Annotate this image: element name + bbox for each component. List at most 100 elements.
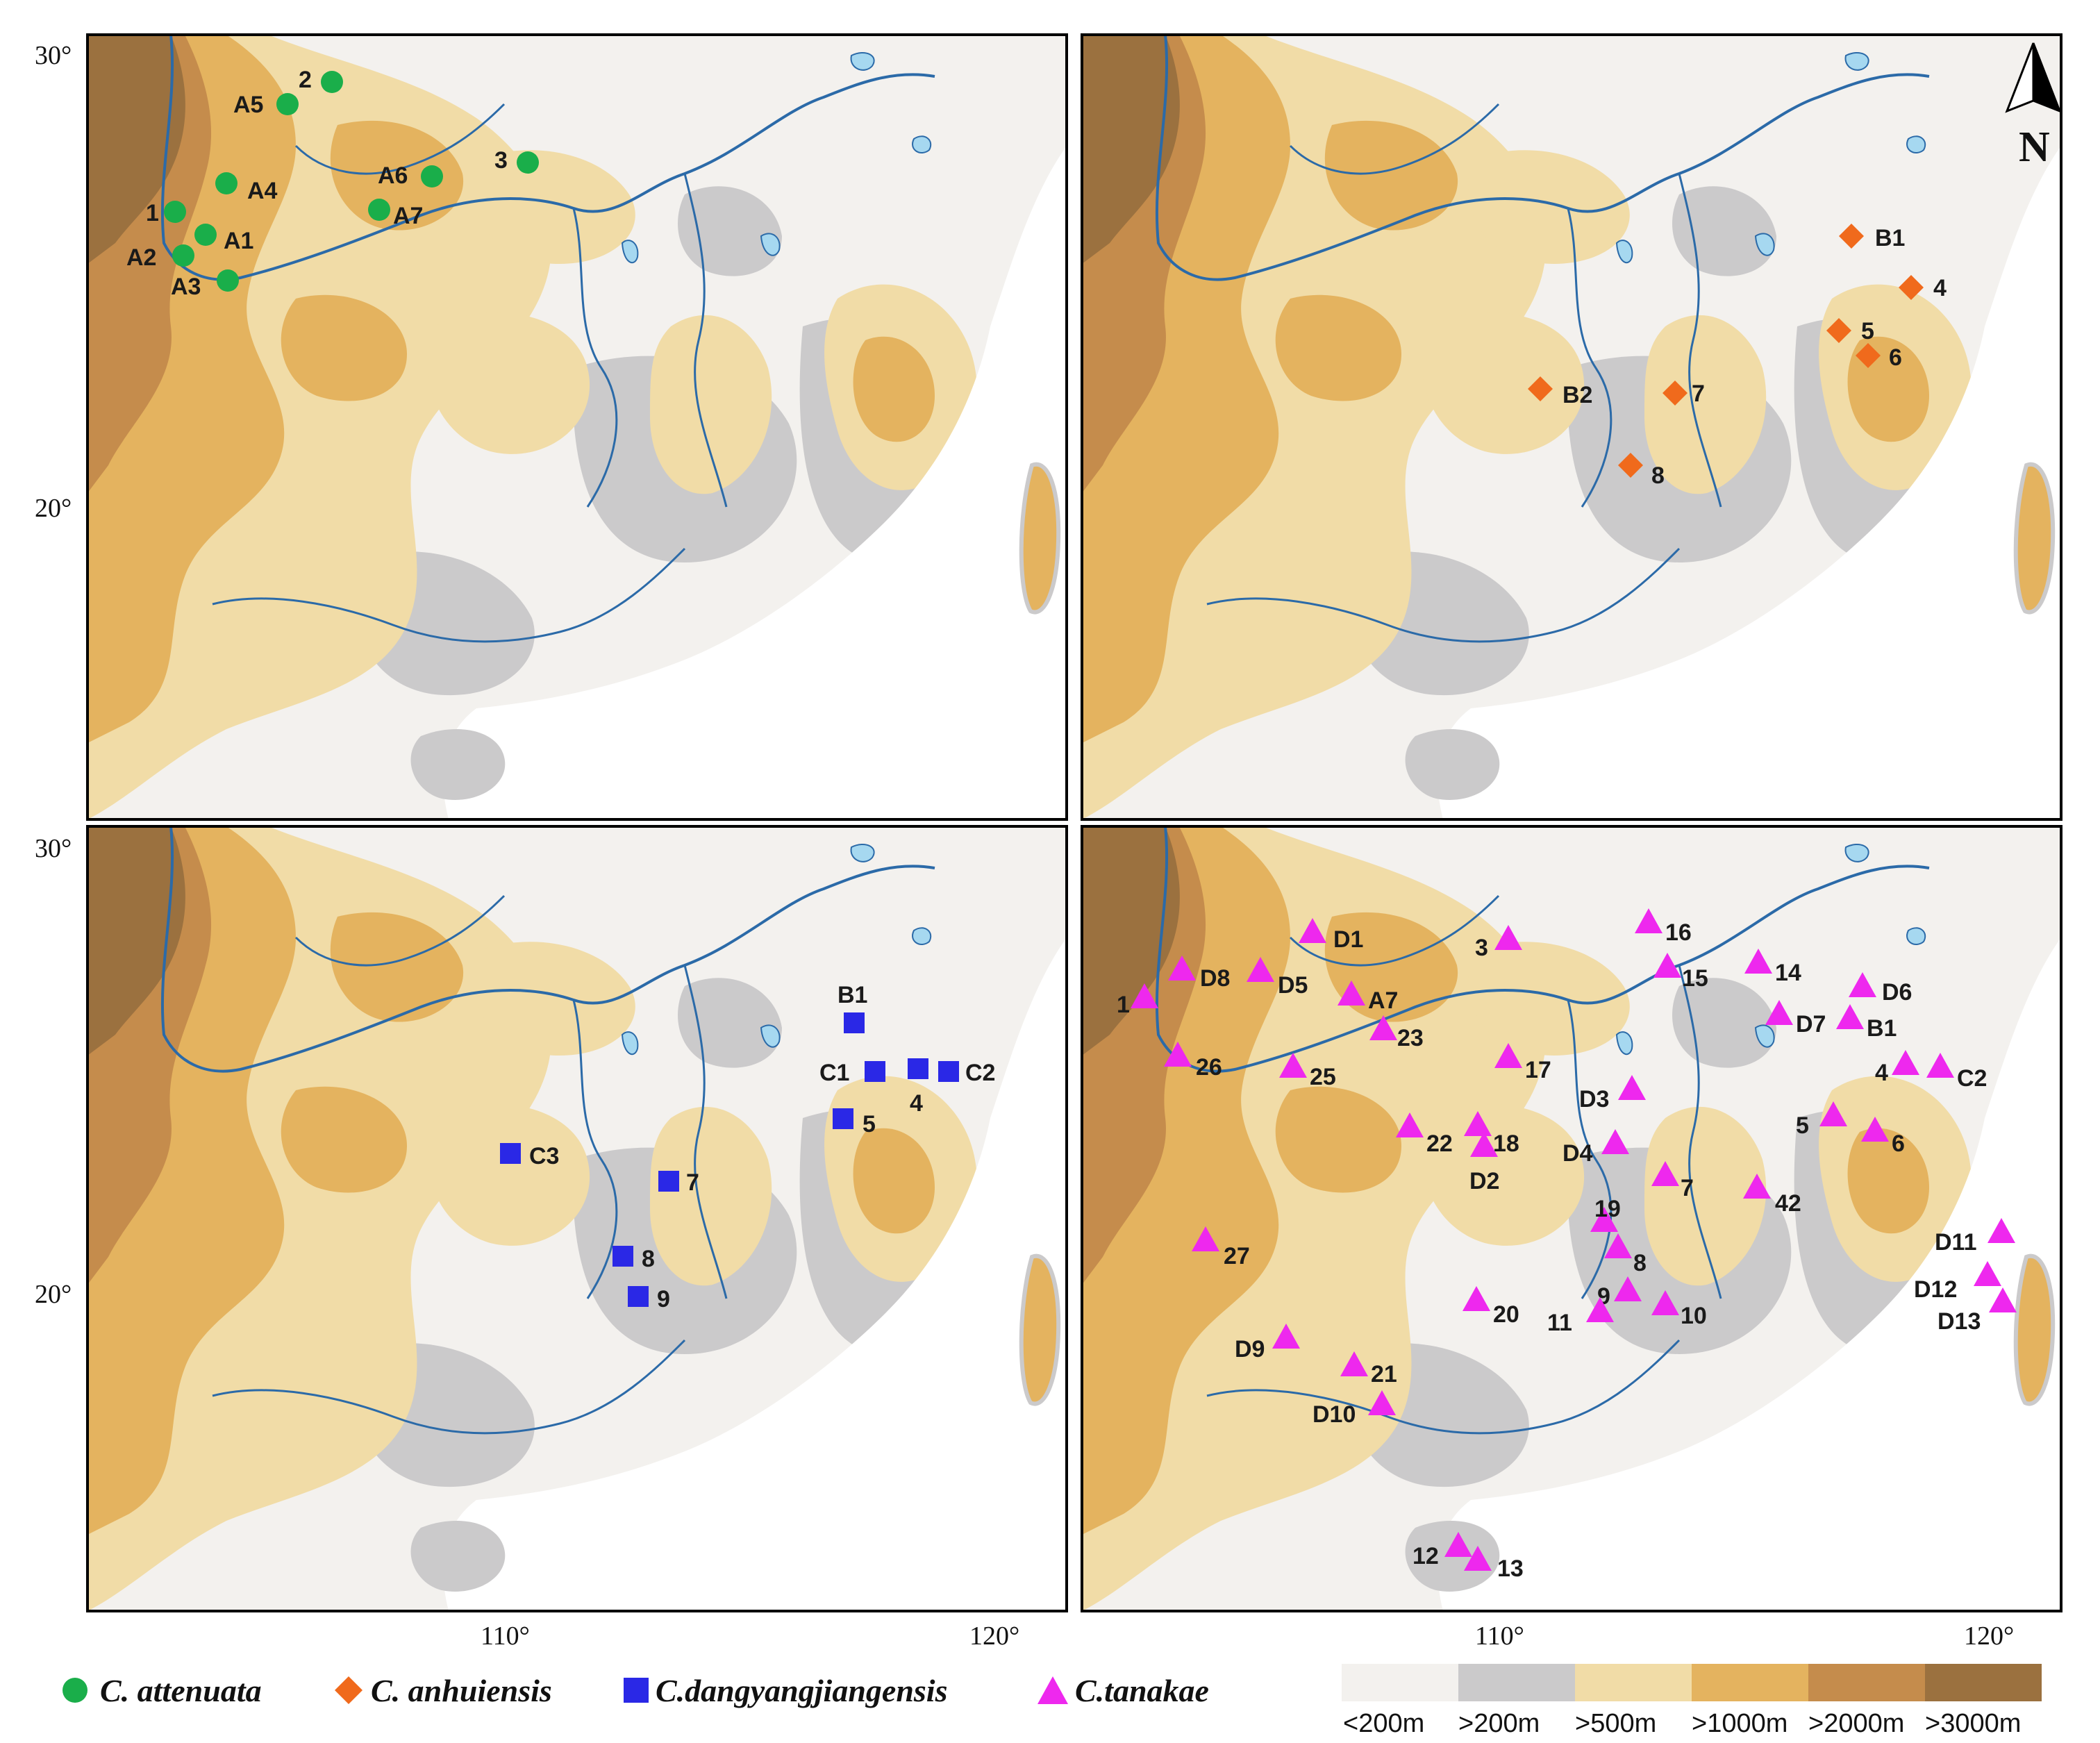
site-marker xyxy=(1192,1226,1219,1251)
site-marker xyxy=(1618,453,1643,478)
elev-swatch-lt200 xyxy=(1342,1664,1458,1701)
elevation-legend: <200m >200m >500m >1000m >2000m >3000m xyxy=(1342,1664,2042,1738)
site-marker xyxy=(1618,1075,1646,1100)
site-marker xyxy=(1586,1297,1614,1322)
lon-label-left-120: 120° xyxy=(969,1621,1019,1651)
site-label: 4 xyxy=(1933,275,1947,301)
site-marker xyxy=(1765,1000,1793,1025)
lat-label-bottom-left-30: 30° xyxy=(35,834,72,863)
site-label: D9 xyxy=(1235,1336,1265,1362)
legend-label-tanakae: C.tanakae xyxy=(1075,1673,1209,1708)
site-label: D11 xyxy=(1935,1229,1977,1256)
site-marker xyxy=(276,93,299,115)
site-marker xyxy=(1494,1043,1522,1068)
site-label: 9 xyxy=(657,1286,670,1312)
site-marker xyxy=(1444,1532,1472,1557)
species-legend: C. attenuata C. anhuiensis C.dangyangjia… xyxy=(62,1673,1209,1708)
legend-marker-anhuiensis xyxy=(335,1676,362,1704)
site-label: 7 xyxy=(1681,1175,1694,1201)
north-label: N xyxy=(2019,124,2050,171)
site-marker xyxy=(1974,1261,2001,1286)
site-marker xyxy=(1279,1053,1307,1078)
site-label: 1 xyxy=(146,200,159,226)
site-marker xyxy=(517,151,539,174)
site-label: C2 xyxy=(965,1060,995,1086)
site-marker xyxy=(628,1286,649,1307)
site-marker xyxy=(1464,1111,1492,1136)
site-label: 19 xyxy=(1594,1196,1621,1222)
lat-label-bottom-left-20: 20° xyxy=(35,1280,72,1309)
site-label: D10 xyxy=(1312,1401,1356,1428)
panel-anhuiensis-map xyxy=(1081,33,2062,821)
site-marker xyxy=(1528,376,1553,401)
elev-swatch-gt200 xyxy=(1458,1664,1575,1701)
site-marker xyxy=(1462,1286,1490,1311)
site-marker xyxy=(217,269,239,292)
elev-label-gt1000: >1000m xyxy=(1692,1709,1788,1738)
site-marker xyxy=(612,1246,633,1267)
site-label: 5 xyxy=(1861,318,1874,344)
site-label: D7 xyxy=(1796,1011,1826,1037)
site-marker xyxy=(1601,1129,1629,1154)
site-marker xyxy=(833,1108,853,1129)
site-label: 4 xyxy=(1875,1060,1888,1086)
site-marker xyxy=(1131,983,1158,1008)
lon-label-left-110: 110° xyxy=(481,1621,530,1651)
site-marker xyxy=(1369,1015,1397,1040)
site-marker xyxy=(1299,918,1326,943)
site-marker xyxy=(865,1061,885,1082)
site-label: 8 xyxy=(642,1246,655,1272)
site-marker xyxy=(1604,1233,1632,1258)
site-label: 5 xyxy=(1796,1112,1809,1139)
site-label: A7 xyxy=(1368,987,1398,1014)
site-label: D8 xyxy=(1200,965,1230,992)
legend-marker-dangyangjiangensis xyxy=(624,1678,649,1703)
site-label: B1 xyxy=(838,982,867,1008)
site-label: D12 xyxy=(1914,1276,1957,1303)
site-marker xyxy=(421,165,443,187)
elev-swatch-gt2000 xyxy=(1808,1664,1925,1701)
site-marker xyxy=(658,1171,679,1192)
site-label: 12 xyxy=(1412,1543,1439,1569)
site-label: 7 xyxy=(1692,381,1705,407)
site-marker xyxy=(164,201,186,223)
site-marker xyxy=(1662,381,1688,406)
site-marker xyxy=(844,1012,865,1033)
elev-swatch-gt1000 xyxy=(1692,1664,1808,1701)
site-label: 11 xyxy=(1547,1310,1572,1336)
north-arrow: N xyxy=(2005,42,2062,171)
site-marker xyxy=(1989,1287,2017,1312)
site-label: 17 xyxy=(1525,1057,1551,1083)
site-marker xyxy=(1899,275,1924,300)
elev-label-gt500: >500m xyxy=(1575,1709,1656,1738)
site-marker xyxy=(1396,1112,1424,1137)
site-label: 8 xyxy=(1633,1250,1647,1276)
site-marker xyxy=(938,1061,959,1082)
site-marker xyxy=(1338,981,1365,1006)
site-label: 20 xyxy=(1493,1301,1519,1328)
site-label: A2 xyxy=(126,244,156,271)
site-label: D3 xyxy=(1579,1086,1609,1112)
site-label: A5 xyxy=(233,92,263,118)
site-marker xyxy=(1590,1207,1618,1232)
site-label: 22 xyxy=(1426,1131,1453,1157)
lon-label-right-110: 110° xyxy=(1475,1621,1524,1651)
site-label: 16 xyxy=(1665,919,1692,946)
site-marker xyxy=(1340,1351,1368,1376)
elev-label-gt2000: >2000m xyxy=(1808,1709,1904,1738)
site-label: A3 xyxy=(171,274,201,300)
site-label: 3 xyxy=(494,147,508,174)
site-marker xyxy=(1861,1117,1889,1142)
panel-tanakae-map xyxy=(1081,825,2062,1612)
legend-marker-tanakae xyxy=(1038,1676,1068,1704)
site-marker xyxy=(194,224,217,246)
site-label: A1 xyxy=(224,228,253,254)
site-label: D6 xyxy=(1882,979,1912,1006)
site-marker xyxy=(1635,908,1662,933)
site-marker xyxy=(1164,1042,1192,1067)
lon-label-right-120: 120° xyxy=(1964,1621,2014,1651)
site-marker xyxy=(1653,953,1681,978)
site-marker xyxy=(908,1058,928,1079)
site-label: 10 xyxy=(1681,1303,1707,1329)
